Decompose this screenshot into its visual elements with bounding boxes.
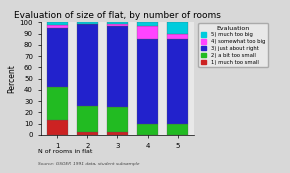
Legend: 5) much too big, 4) somewhat too big, 3) just about right, 2) a bit too small, 1: 5) much too big, 4) somewhat too big, 3)… — [198, 23, 268, 67]
Bar — [47, 28, 68, 87]
Bar — [47, 25, 68, 28]
Bar — [107, 107, 128, 132]
Text: N of rooms in flat: N of rooms in flat — [38, 149, 92, 154]
Text: Source: GSOEP, 1991 data, student subsample: Source: GSOEP, 1991 data, student subsam… — [38, 162, 139, 166]
Bar — [77, 106, 98, 132]
Bar — [167, 124, 188, 135]
Bar — [77, 22, 98, 24]
Bar — [107, 132, 128, 135]
Bar — [137, 22, 158, 26]
Bar — [107, 22, 128, 24]
Bar — [77, 24, 98, 106]
Bar — [167, 34, 188, 39]
Bar — [137, 39, 158, 124]
Bar — [167, 39, 188, 124]
Bar — [47, 87, 68, 120]
Y-axis label: Percent: Percent — [8, 64, 17, 93]
Title: Evaluation of size of flat, by number of rooms: Evaluation of size of flat, by number of… — [14, 11, 221, 20]
Bar — [47, 120, 68, 135]
Bar — [167, 22, 188, 34]
Bar — [137, 124, 158, 135]
Bar — [47, 22, 68, 25]
Bar — [137, 26, 158, 39]
Bar — [107, 26, 128, 107]
Bar — [107, 24, 128, 26]
Bar — [77, 132, 98, 135]
